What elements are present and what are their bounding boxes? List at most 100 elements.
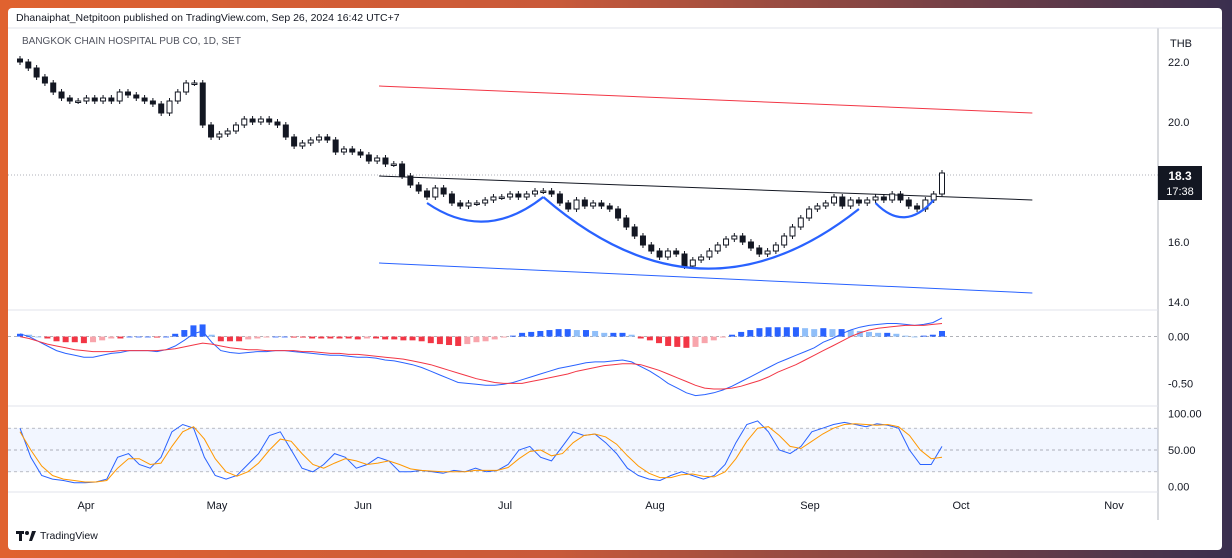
macd-histogram-bar [135,336,142,338]
tradingview-brand[interactable]: TradingView [16,530,98,542]
macd-histogram-bar [865,331,872,337]
candle [116,89,123,104]
support-line [379,262,1033,294]
candle [58,89,65,101]
month-tick-label: Nov [1104,500,1124,512]
candle [66,95,73,104]
macd-histogram-bar [473,336,480,343]
macd-histogram-bar [336,336,343,339]
candle [706,248,713,260]
candles [17,56,945,269]
macd-histogram-bar [829,329,836,337]
tradingview-logo-icon [16,531,36,541]
candle [274,119,281,128]
macd-histogram-bar [592,330,599,337]
macd-histogram-bar [628,334,635,337]
candle [166,98,173,116]
price-tick-label: 22.0 [1168,57,1189,69]
candle [747,239,754,251]
candle [365,152,372,164]
candle [191,80,198,86]
candle [822,200,829,209]
macd-tick-label: 0.00 [1168,332,1189,344]
neckline [379,175,1033,201]
macd-histogram-bar [729,334,736,337]
month-tick-label: Aug [645,500,665,512]
macd-histogram-bar [254,336,261,339]
candle [208,122,215,140]
macd-histogram-bar [44,336,51,339]
macd-histogram-bar [71,336,78,343]
candle [41,74,48,86]
candle [573,197,580,212]
macd-histogram-bar [637,336,644,339]
candle [415,182,422,194]
macd-histogram-bar [646,336,653,341]
month-tick-label: Apr [77,500,94,512]
candle [174,89,181,104]
candle [648,242,655,254]
brand-name: TradingView [40,530,98,542]
candle [656,248,663,260]
candle [507,191,514,200]
price-badge: 18.3 17:38 [1158,166,1202,200]
time-axis: Apr May Jun Jul Aug Sep Oct Nov [77,500,1124,512]
chart-svg[interactable]: 22.0 20.0 16.0 14.0 0.00 -0.50 100.00 50.00 0.00… [8,8,1222,550]
candle [698,254,705,263]
macd-histogram-bar [719,336,726,338]
stoch-d-line [19,423,943,483]
candle [880,194,887,203]
candle [714,242,721,254]
macd-histogram-bar [802,328,809,337]
macd-histogram-bar [500,336,507,338]
macd-histogram-bar [217,336,224,342]
price-axis: 22.0 20.0 16.0 14.0 0.00 -0.50 100.00 50.00 0.00 [1168,57,1202,493]
candle [399,161,406,179]
candle [141,95,148,104]
macd-histogram-bar [236,336,243,342]
candle [889,191,896,203]
macd-histogram-bar [99,336,106,341]
candle [108,95,115,104]
macd-histogram-bar [382,336,389,340]
candle [465,200,472,209]
candle [424,188,431,200]
symbol-title[interactable]: BANGKOK CHAIN HOSPITAL PUB CO, 1D, SET [22,36,241,47]
candle [266,116,273,125]
candle [814,203,821,212]
month-tick-label: Jun [354,500,372,512]
macd-histogram-bar [738,331,745,337]
month-tick-label: Sep [800,500,820,512]
macd-pane [8,317,1158,397]
candle [216,131,223,140]
macd-histogram-bar [856,330,863,337]
candle [249,116,256,125]
candle [515,191,522,200]
macd-histogram-bar [299,336,306,338]
currency-label: THB [1170,38,1192,50]
candle [606,203,613,212]
candle [731,233,738,242]
candle [864,197,871,206]
macd-histogram-bar [747,330,754,337]
macd-histogram-bar [245,336,252,340]
price-tick-label: 16.0 [1168,237,1189,249]
candle [332,137,339,155]
macd-histogram-bar [427,336,434,344]
candle [847,197,854,209]
candle [199,80,206,128]
macd-histogram-bar [181,330,188,337]
resistance-line [379,85,1033,114]
macd-histogram-bar [509,335,516,337]
macd-histogram-bar [363,336,370,339]
candle [498,194,505,200]
pattern-arcs [426,196,935,270]
macd-histogram-bar [573,330,580,337]
macd-histogram-bar [601,332,608,337]
macd-histogram-bar [939,330,945,337]
macd-histogram-bar [90,336,97,343]
chart-frame [8,27,1222,520]
macd-histogram-bar [226,336,233,342]
candle [33,65,40,80]
candle [291,134,298,149]
